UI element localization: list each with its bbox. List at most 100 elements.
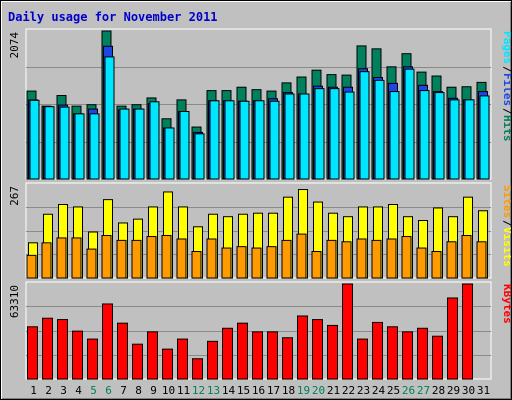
x-tick-label: 27 — [417, 384, 430, 397]
bar-sites — [401, 236, 412, 279]
x-tick-label: 26 — [402, 384, 415, 397]
x-tick-label: 19 — [297, 384, 310, 397]
bar-pages — [149, 101, 160, 180]
bar-sites — [71, 237, 82, 279]
bar-pages — [44, 106, 55, 180]
legend-separator: / — [501, 220, 511, 227]
x-tick-label: 1 — [30, 384, 37, 397]
bar-pages — [194, 133, 205, 180]
bar-pages — [104, 56, 115, 180]
x-tick-label: 11 — [177, 384, 190, 397]
x-tick-label: 17 — [267, 384, 280, 397]
x-tick-label: 6 — [105, 384, 112, 397]
y-max-label: 2074 — [8, 32, 21, 59]
bar-pages — [464, 99, 475, 180]
bar-pages — [449, 99, 460, 180]
bar-pages — [419, 90, 430, 180]
bar-kbytes — [387, 326, 398, 380]
x-tick-label: 16 — [252, 384, 265, 397]
bar-sites — [206, 238, 217, 279]
x-tick-label: 22 — [342, 384, 355, 397]
bar-kbytes — [447, 297, 458, 380]
bar-kbytes — [147, 331, 158, 380]
x-tick-label: 23 — [357, 384, 370, 397]
bar-kbytes — [87, 338, 98, 380]
bar-sites — [191, 251, 202, 279]
bar-sites — [176, 238, 187, 279]
bar-pages — [239, 100, 250, 180]
bar-sites — [311, 251, 322, 279]
bar-sites — [26, 254, 37, 279]
bar-sites — [101, 235, 112, 279]
bar-sites — [56, 237, 67, 279]
bar-kbytes — [177, 338, 188, 380]
bar-kbytes — [102, 303, 113, 380]
bar-kbytes — [342, 283, 353, 380]
x-tick-label: 8 — [135, 384, 142, 397]
bar-kbytes — [27, 326, 38, 380]
bar-sites — [446, 241, 457, 279]
x-tick-label: 30 — [462, 384, 475, 397]
bar-sites — [431, 251, 442, 279]
y-max-label: 63310 — [8, 285, 21, 318]
bar-sites — [251, 247, 262, 279]
legend-separator: / — [501, 108, 511, 115]
bar-sites — [296, 233, 307, 279]
bar-sites — [131, 239, 142, 279]
x-tick-label: 20 — [312, 384, 325, 397]
bar-kbytes — [417, 327, 428, 380]
bar-kbytes — [432, 335, 443, 380]
x-tick-label: 12 — [192, 384, 205, 397]
x-tick-label: 5 — [90, 384, 97, 397]
bar-pages — [434, 92, 445, 180]
bar-kbytes — [252, 331, 263, 380]
bar-pages — [29, 99, 40, 180]
bar-pages — [329, 88, 340, 180]
x-tick-label: 4 — [75, 384, 82, 397]
x-tick-label: 3 — [60, 384, 67, 397]
bar-sites — [461, 235, 472, 279]
legend-kbytes: KBytes — [501, 284, 511, 324]
bar-kbytes — [357, 338, 368, 380]
legend-separator: / — [501, 66, 511, 73]
x-tick-label: 7 — [120, 384, 127, 397]
bar-sites — [236, 246, 247, 279]
legend-files: Files — [501, 73, 511, 106]
bar-kbytes — [402, 331, 413, 380]
x-tick-label: 9 — [150, 384, 157, 397]
x-tick-label: 28 — [432, 384, 445, 397]
bar-pages — [389, 91, 400, 180]
x-tick-label: 2 — [45, 384, 52, 397]
bar-sites — [371, 239, 382, 279]
bar-pages — [164, 127, 175, 180]
bar-sites — [86, 248, 97, 279]
x-tick-label: 25 — [387, 384, 400, 397]
bar-pages — [59, 106, 70, 180]
bar-kbytes — [42, 317, 53, 380]
bar-sites — [341, 241, 352, 279]
x-tick-label: 15 — [237, 384, 250, 397]
bar-pages — [269, 100, 280, 180]
bar-pages — [359, 71, 370, 180]
bar-pages — [134, 108, 145, 180]
bar-kbytes — [282, 337, 293, 380]
x-tick-label: 21 — [327, 384, 340, 397]
x-tick-label: 24 — [372, 384, 386, 397]
bar-kbytes — [222, 327, 233, 380]
x-tick-label: 18 — [282, 384, 295, 397]
bar-pages — [74, 113, 85, 180]
bar-sites — [146, 236, 157, 279]
x-tick-label: 14 — [222, 384, 236, 397]
bar-pages — [374, 79, 385, 180]
x-tick-label: 31 — [477, 384, 490, 397]
bar-kbytes — [57, 319, 68, 380]
legend-sites: Sites — [501, 185, 511, 218]
bar-pages — [224, 100, 235, 180]
bar-sites — [326, 239, 337, 279]
x-tick-label: 13 — [207, 384, 220, 397]
bar-sites — [41, 242, 52, 279]
bar-sites — [116, 239, 127, 279]
bar-pages — [209, 100, 220, 180]
bar-sites — [386, 238, 397, 279]
